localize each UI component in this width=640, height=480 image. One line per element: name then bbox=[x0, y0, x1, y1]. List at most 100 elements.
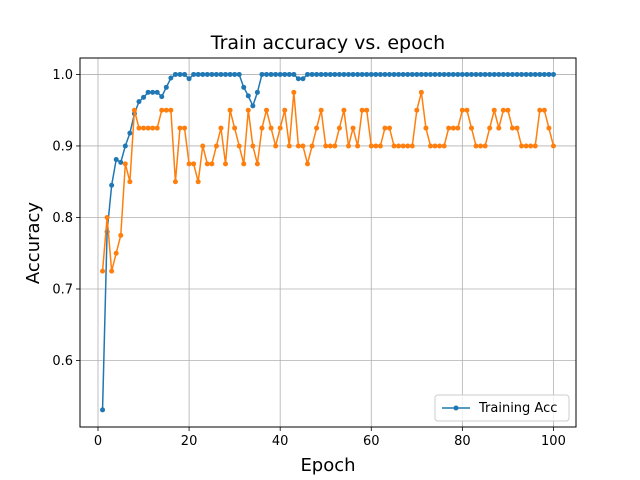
series-1-point bbox=[541, 107, 547, 113]
series-1-point bbox=[309, 143, 315, 149]
series-0-point bbox=[300, 76, 306, 82]
series-0-point bbox=[446, 71, 452, 77]
series-0-point bbox=[204, 71, 210, 77]
series-1 bbox=[100, 89, 556, 274]
series-0-point bbox=[505, 71, 511, 77]
series-1-point bbox=[245, 107, 251, 113]
x-tick-label: 20 bbox=[181, 434, 198, 449]
series-1-point bbox=[446, 125, 452, 131]
series-0-point bbox=[391, 71, 397, 77]
series-0-point bbox=[437, 71, 443, 77]
series-1-point bbox=[204, 161, 210, 167]
series-1-point bbox=[118, 232, 124, 238]
series-0-point bbox=[355, 71, 361, 77]
series-1-point bbox=[295, 143, 301, 149]
series-0-point bbox=[172, 71, 178, 77]
series-1-point bbox=[241, 161, 247, 167]
series-1-point bbox=[350, 125, 356, 131]
series-1-point bbox=[213, 143, 219, 149]
series-0-point bbox=[127, 130, 133, 136]
series-1-point bbox=[218, 125, 224, 131]
series-1-point bbox=[182, 125, 188, 131]
series-0-point bbox=[186, 76, 192, 82]
series-0-point bbox=[177, 71, 183, 77]
series-0-point bbox=[309, 71, 315, 77]
series-1-point bbox=[268, 125, 274, 131]
series-1-point bbox=[163, 107, 169, 113]
series-1-point bbox=[382, 125, 388, 131]
series-1-point bbox=[172, 179, 178, 185]
series-1-point bbox=[291, 89, 297, 95]
series-1-point bbox=[386, 125, 392, 131]
series-0-point bbox=[109, 182, 115, 188]
series-0-point bbox=[364, 71, 370, 77]
series-0-point bbox=[273, 71, 279, 77]
series-1-point bbox=[391, 143, 397, 149]
series-1-point bbox=[546, 125, 552, 131]
series-1-point bbox=[177, 125, 183, 131]
series-0-point bbox=[318, 71, 324, 77]
series-0-point bbox=[519, 71, 525, 77]
series-0-point bbox=[182, 71, 188, 77]
series-0-point bbox=[323, 71, 329, 77]
series-0-point bbox=[432, 71, 438, 77]
series-0-point bbox=[291, 71, 297, 77]
series-1-point bbox=[396, 143, 402, 149]
x-tick-label: 40 bbox=[272, 434, 289, 449]
series-0-point bbox=[195, 71, 201, 77]
series-1-point bbox=[122, 161, 128, 167]
series-0-point bbox=[336, 71, 342, 77]
series-0-point bbox=[159, 94, 165, 100]
series-1-point bbox=[409, 143, 415, 149]
series-1-point bbox=[259, 125, 265, 131]
series-0-point bbox=[168, 75, 174, 81]
series-1-point bbox=[168, 107, 174, 113]
series-1-point bbox=[478, 143, 484, 149]
legend-box bbox=[434, 394, 570, 422]
series-0-point bbox=[473, 71, 479, 77]
series-1-point bbox=[323, 143, 329, 149]
series-0-point bbox=[450, 71, 456, 77]
series-0-point bbox=[314, 71, 320, 77]
series-0-point bbox=[491, 71, 497, 77]
series-1-point bbox=[532, 143, 538, 149]
series-0-point bbox=[145, 89, 151, 95]
series-0-point bbox=[154, 89, 160, 95]
series-0-point bbox=[350, 71, 356, 77]
series-0-point bbox=[277, 71, 283, 77]
series-0-point bbox=[418, 71, 424, 77]
series-0-point bbox=[441, 71, 447, 77]
series-1-point bbox=[455, 125, 461, 131]
x-tick-label: 0 bbox=[94, 434, 102, 449]
series-0-point bbox=[241, 84, 247, 90]
series-1-point bbox=[109, 268, 115, 274]
series-1-point bbox=[104, 214, 110, 220]
series-1-point bbox=[468, 125, 474, 131]
series-1-point bbox=[528, 143, 534, 149]
series-0-point bbox=[163, 84, 169, 90]
series-0-point bbox=[523, 71, 529, 77]
y-tick-label: 0.6 bbox=[52, 354, 73, 369]
series-1-point bbox=[154, 125, 160, 131]
series-0-point bbox=[259, 71, 265, 77]
series-1-point bbox=[141, 125, 147, 131]
series-1-point bbox=[131, 107, 137, 113]
series-1-point bbox=[254, 161, 260, 167]
series-1-point bbox=[286, 143, 292, 149]
series-1-point bbox=[186, 161, 192, 167]
series-0-point bbox=[382, 71, 388, 77]
series-1-point bbox=[459, 107, 465, 113]
series-1-point bbox=[327, 143, 333, 149]
series-1-point bbox=[100, 268, 106, 274]
series-0-point bbox=[528, 71, 534, 77]
legend-label-training-acc: Training Acc bbox=[478, 401, 557, 416]
series-1-point bbox=[250, 143, 256, 149]
series-1-point bbox=[195, 179, 201, 185]
series-1-point bbox=[227, 107, 233, 113]
legend-marker-training-acc bbox=[453, 405, 459, 411]
series-0-point bbox=[332, 71, 338, 77]
series-0-point bbox=[282, 71, 288, 77]
series-0-point bbox=[414, 71, 420, 77]
series-1-point bbox=[318, 107, 324, 113]
